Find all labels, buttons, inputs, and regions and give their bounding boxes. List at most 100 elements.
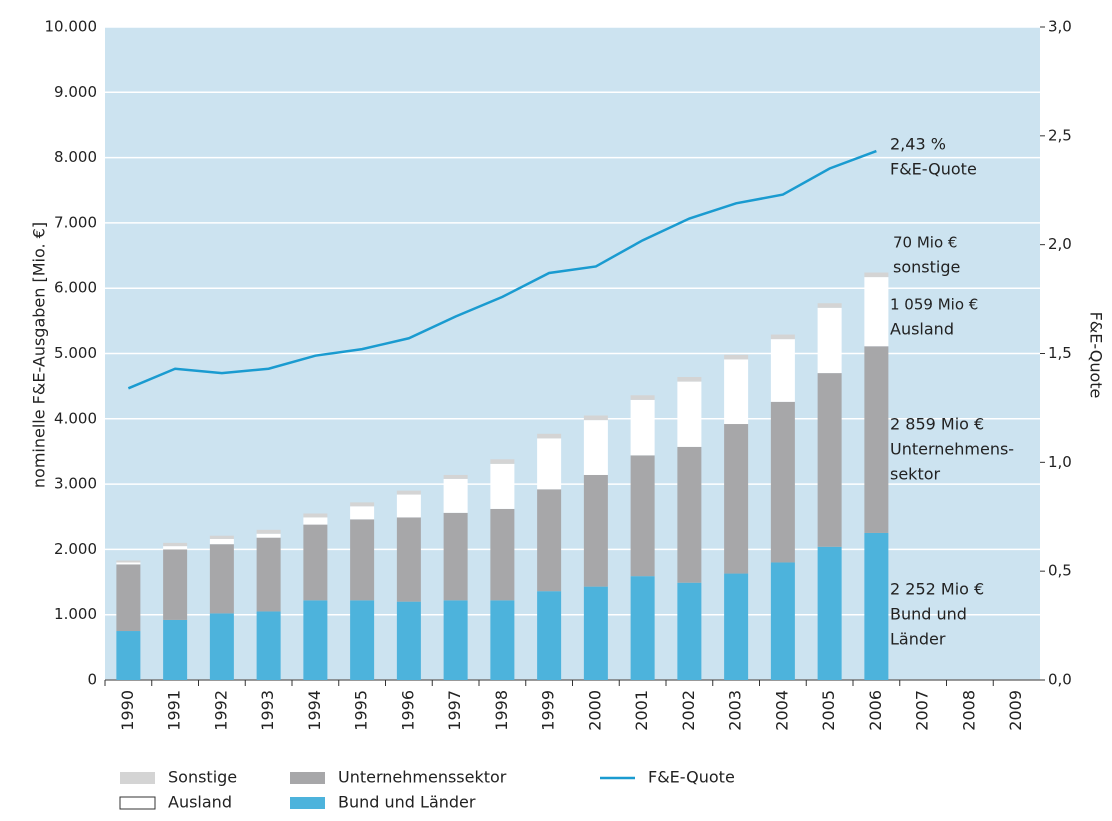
bar-segment xyxy=(350,519,375,601)
bar-segment xyxy=(817,373,842,547)
bar-segment xyxy=(490,600,515,680)
annotation: sektor xyxy=(890,465,941,484)
legend-label: Unternehmenssektor xyxy=(338,768,507,787)
x-tick-label: 2005 xyxy=(819,690,838,731)
bar-segment xyxy=(537,433,562,439)
bar-segment xyxy=(163,542,188,547)
x-tick-label: 1997 xyxy=(445,690,464,731)
bar-segment xyxy=(350,502,375,507)
legend-label: F&E-Quote xyxy=(648,768,735,787)
bar-segment xyxy=(677,582,702,680)
annotation: Unternehmens- xyxy=(890,440,1014,459)
annotation: F&E-Quote xyxy=(890,160,977,179)
annotation: Länder xyxy=(890,630,946,649)
annotation: Ausland xyxy=(890,320,954,339)
x-tick-label: 1994 xyxy=(305,690,324,731)
bar-segment xyxy=(583,420,608,475)
bar-segment xyxy=(770,562,795,680)
bar-segment xyxy=(724,573,749,680)
bar-segment xyxy=(537,489,562,592)
annotation: 2 859 Mio € xyxy=(890,415,984,434)
x-tick-label: 1999 xyxy=(539,690,558,731)
bar-segment xyxy=(256,537,281,612)
bar-segment xyxy=(209,535,234,539)
bar-segment xyxy=(303,600,328,680)
y-tick-label: 8.000 xyxy=(54,148,97,166)
bar-segment xyxy=(630,395,655,400)
bar-segment xyxy=(817,546,842,680)
x-tick-label: 1996 xyxy=(398,690,417,731)
bar-segment xyxy=(163,549,188,620)
bar-segment xyxy=(864,277,889,347)
bar-segment xyxy=(583,415,608,421)
legend-swatch xyxy=(120,772,155,784)
bar-segment xyxy=(116,560,141,563)
y2-tick-label: 1,0 xyxy=(1048,453,1072,471)
y-tick-label: 10.000 xyxy=(45,18,98,36)
legend-label: Ausland xyxy=(168,793,232,812)
y-tick-label: 5.000 xyxy=(54,344,97,362)
annotation: 2,43 % xyxy=(890,135,946,154)
bar-segment xyxy=(724,424,749,574)
bar-segment xyxy=(303,517,328,525)
x-tick-label: 1998 xyxy=(492,690,511,731)
bar-segment xyxy=(209,613,234,680)
y2-tick-label: 0,0 xyxy=(1048,671,1072,689)
bar-segment xyxy=(443,512,468,601)
bar-segment xyxy=(256,529,281,534)
y-tick-label: 6.000 xyxy=(54,279,97,297)
bar-segment xyxy=(443,600,468,680)
bar-segment xyxy=(163,546,188,550)
bar-segment xyxy=(350,506,375,520)
x-tick-label: 2004 xyxy=(772,690,791,731)
y2-tick-label: 1,5 xyxy=(1048,344,1072,362)
y-tick-label: 4.000 xyxy=(54,409,97,427)
bar-segment xyxy=(537,438,562,490)
x-tick-label: 2003 xyxy=(726,690,745,731)
x-tick-label: 1992 xyxy=(211,690,230,731)
legend-swatch xyxy=(119,796,156,810)
y-axis-label: nominelle F&E-Ausgaben [Mio. €] xyxy=(30,222,49,488)
annotation: 1 059 Mio € xyxy=(890,296,978,314)
bar-segment xyxy=(396,517,421,602)
bar-segment xyxy=(396,490,421,495)
x-tick-label: 2002 xyxy=(679,690,698,731)
y2-tick-label: 3,0 xyxy=(1048,18,1072,36)
bar-segment xyxy=(583,474,608,587)
bar-segment xyxy=(116,562,141,565)
bar-segment xyxy=(770,339,795,402)
bar-segment xyxy=(209,544,234,614)
bar-segment xyxy=(490,459,515,464)
x-tick-label: 1993 xyxy=(258,690,277,731)
bar-segment xyxy=(443,478,468,513)
x-tick-label: 2007 xyxy=(913,690,932,731)
bar-segment xyxy=(163,619,188,680)
annotation: 70 Mio € xyxy=(893,234,957,252)
bar-segment xyxy=(677,381,702,447)
bar-segment xyxy=(350,600,375,680)
bar-segment xyxy=(630,455,655,577)
bar-segment xyxy=(490,508,515,601)
bar-segment xyxy=(724,354,749,360)
bar-segment xyxy=(116,631,141,680)
x-tick-label: 1990 xyxy=(118,690,137,731)
bar-segment xyxy=(864,272,889,278)
bar-segment xyxy=(770,334,795,340)
bar-segment xyxy=(817,303,842,308)
bar-segment xyxy=(630,576,655,680)
bar-segment xyxy=(537,591,562,680)
bar-segment xyxy=(724,359,749,425)
x-tick-label: 1991 xyxy=(165,690,184,731)
bar-segment xyxy=(864,532,889,680)
y-tick-label: 1.000 xyxy=(54,605,97,623)
x-tick-label: 2009 xyxy=(1006,690,1025,731)
annotation: Bund und xyxy=(890,605,967,624)
bar-segment xyxy=(770,401,795,563)
bar-segment xyxy=(256,611,281,680)
bar-segment xyxy=(303,513,328,518)
bar-segment xyxy=(864,346,889,533)
legend-swatch xyxy=(290,772,325,784)
bar-segment xyxy=(303,524,328,601)
x-tick-label: 2001 xyxy=(632,690,651,731)
